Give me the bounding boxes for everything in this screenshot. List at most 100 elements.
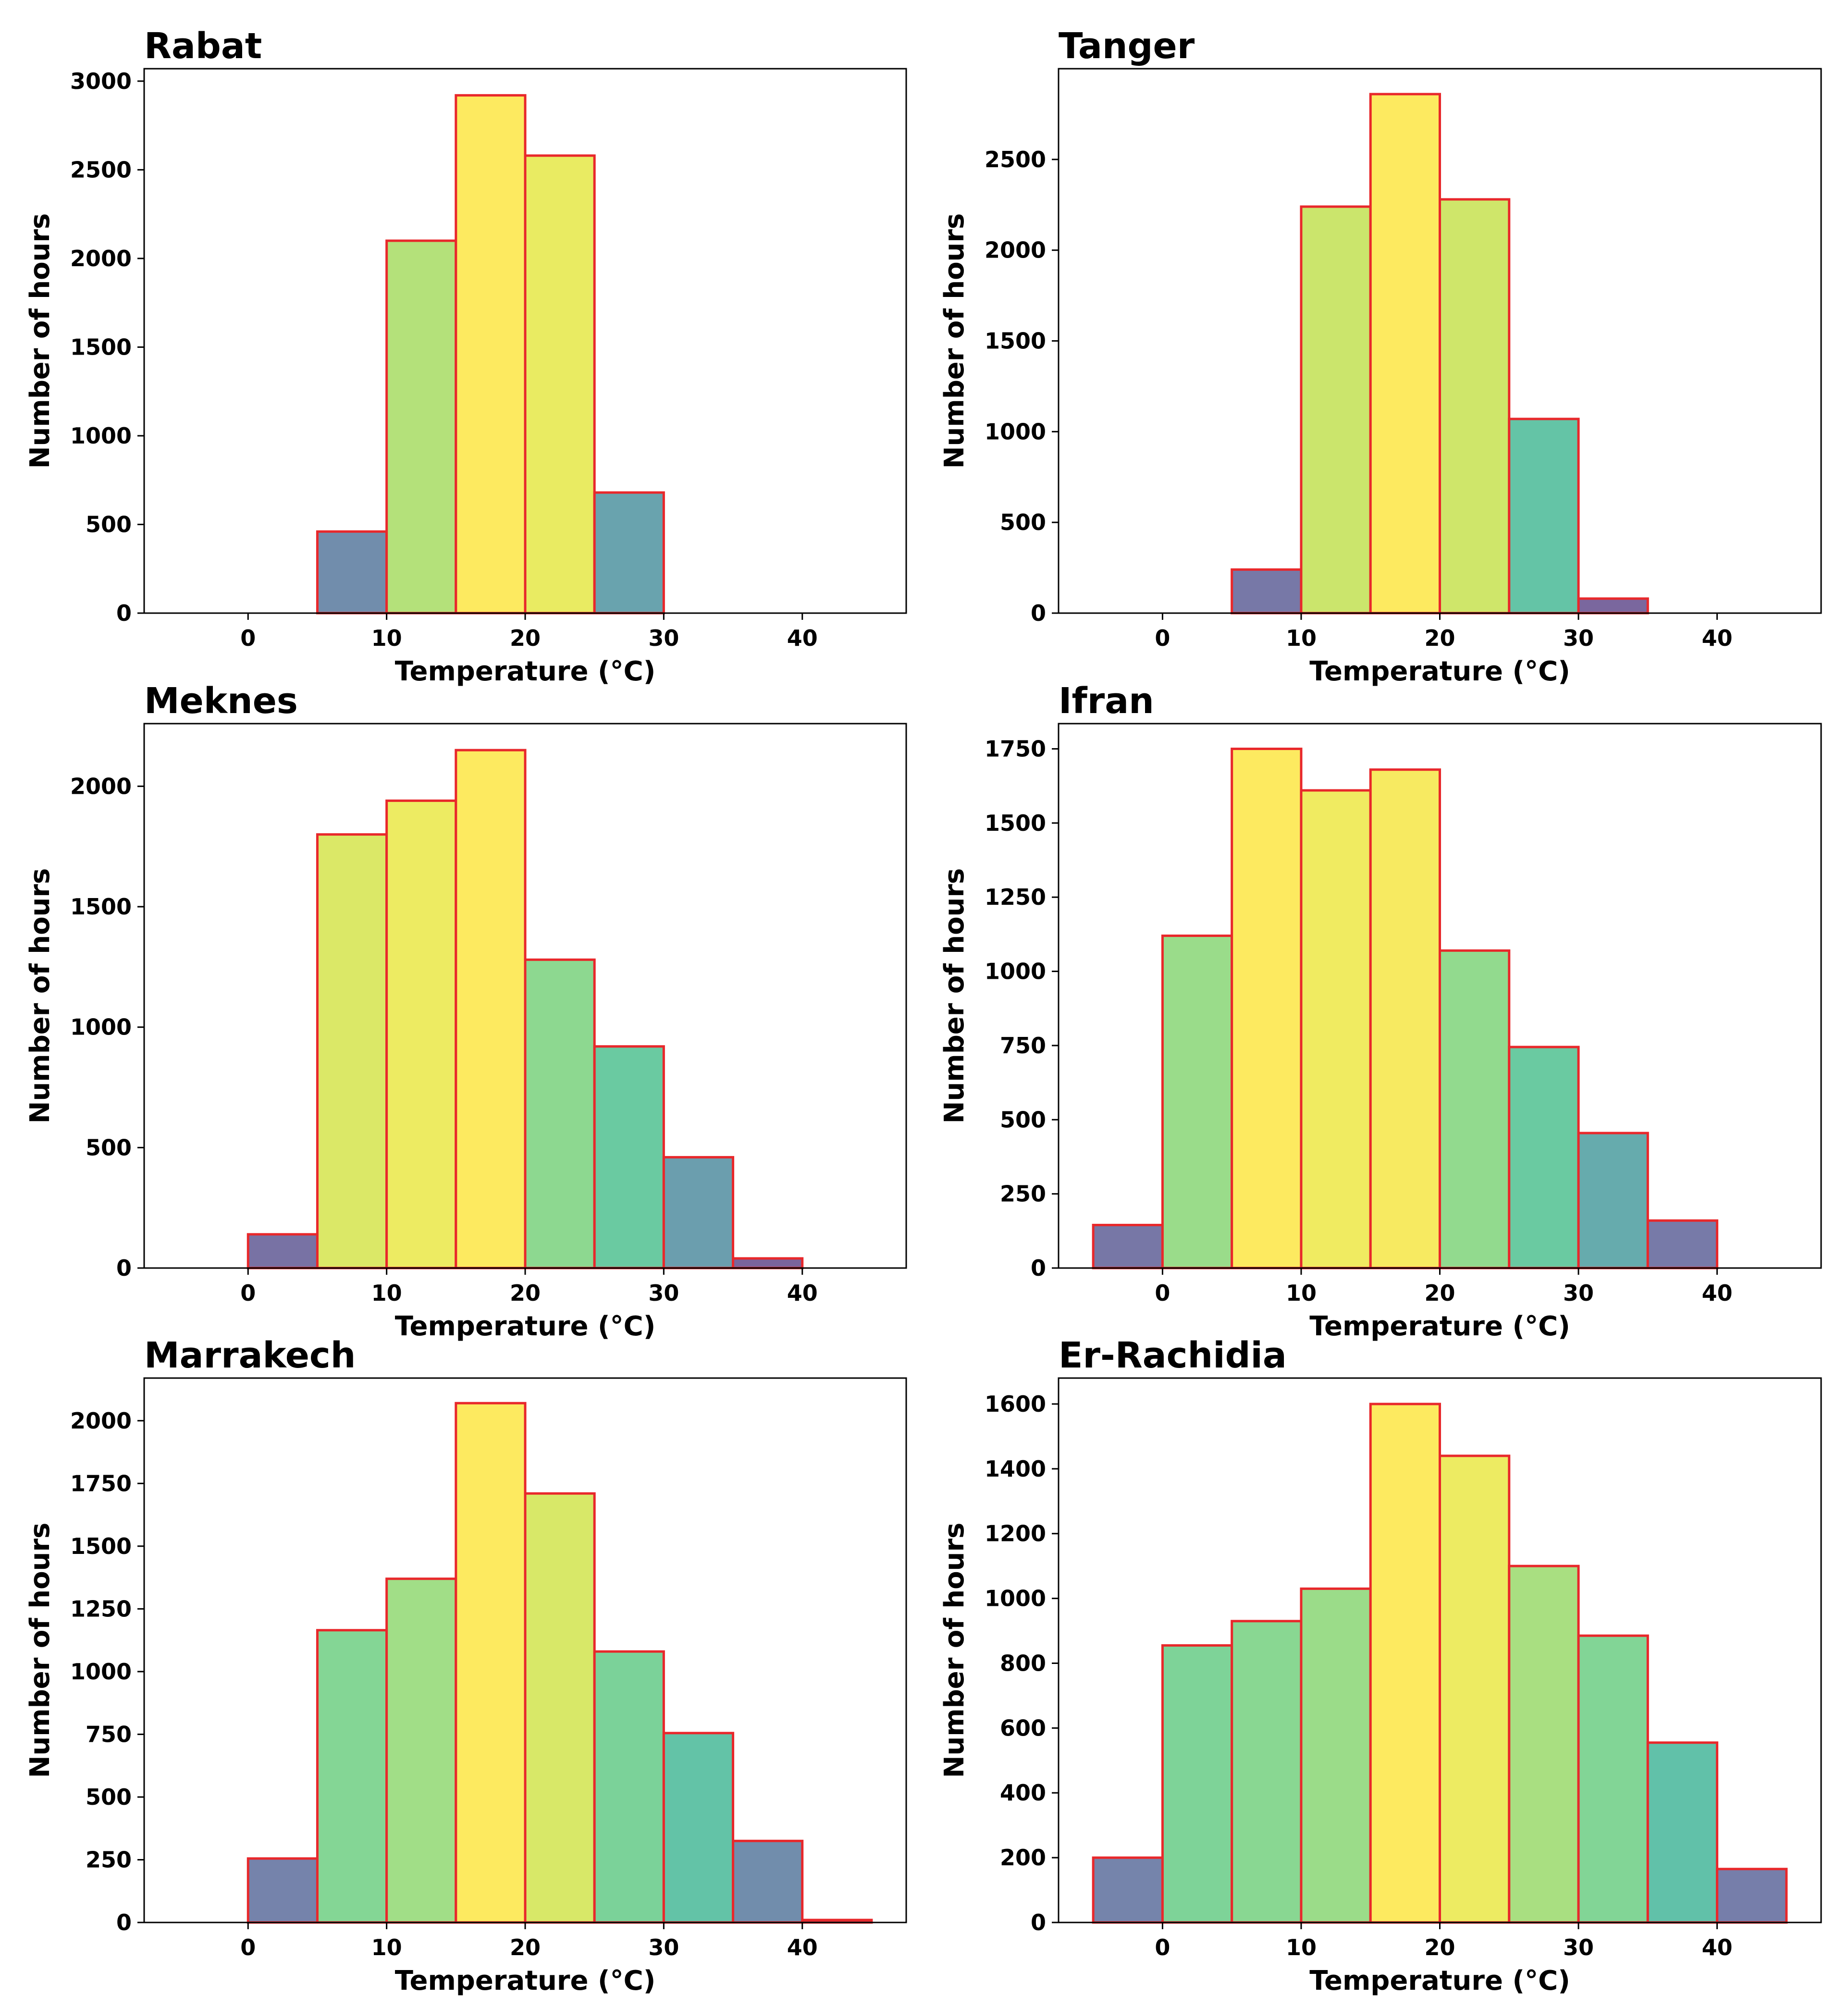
bar-10 bbox=[385, 239, 457, 615]
chart-panel-tanger: 0 10 20 30 40 0 500 1000 1500 2000 2500 Tanger Tempe… bbox=[939, 25, 1822, 687]
x-tick-label: 40 bbox=[1702, 1280, 1733, 1306]
bar-30 bbox=[1577, 597, 1649, 615]
chart-title: Meknes bbox=[144, 680, 298, 722]
bar-5 bbox=[1231, 747, 1303, 1269]
y-axis-label: Number of hours bbox=[939, 213, 970, 469]
x-tick-label: 40 bbox=[787, 1280, 818, 1306]
x-axis-label: Temperature (°C) bbox=[395, 656, 656, 687]
y-tick-label: 1400 bbox=[985, 1456, 1046, 1482]
y-tick-label: 500 bbox=[86, 511, 132, 537]
y-axis-label: Number of hours bbox=[25, 213, 56, 469]
y-tick-label: 500 bbox=[86, 1134, 132, 1160]
y-tick-label: 0 bbox=[116, 1255, 132, 1281]
x-tick-label: 40 bbox=[787, 625, 818, 651]
bar-5 bbox=[1231, 1620, 1303, 1924]
bar-25 bbox=[1508, 1565, 1580, 1924]
y-tick-label: 750 bbox=[86, 1721, 132, 1747]
y-tick-label: 750 bbox=[1000, 1033, 1046, 1059]
bar-35 bbox=[732, 1257, 804, 1269]
x-tick-label: 30 bbox=[1563, 1280, 1594, 1306]
x-axis-label: Temperature (°C) bbox=[395, 1965, 656, 1996]
x-tick-label: 0 bbox=[1155, 625, 1170, 651]
bar-0 bbox=[246, 1233, 319, 1269]
bar-25 bbox=[593, 1045, 665, 1269]
x-tick-label: 0 bbox=[240, 1280, 256, 1306]
y-tick-label: 500 bbox=[1000, 1107, 1046, 1133]
y-tick-label: 0 bbox=[1031, 1909, 1046, 1935]
x-tick-label: 20 bbox=[1424, 1280, 1455, 1306]
x-axis-label: Temperature (°C) bbox=[1309, 1965, 1570, 1996]
x-tick-label: 10 bbox=[371, 1934, 402, 1960]
x-tick-label: 30 bbox=[1563, 1934, 1594, 1960]
y-tick-label: 1000 bbox=[985, 419, 1046, 444]
x-tick-label: 20 bbox=[510, 1280, 541, 1306]
bar-15 bbox=[1369, 1403, 1441, 1924]
bar-10 bbox=[385, 1577, 457, 1924]
y-tick-label: 0 bbox=[116, 1909, 132, 1935]
y-tick-label: 2000 bbox=[985, 237, 1046, 263]
y-tick-label: 1500 bbox=[70, 1533, 132, 1559]
y-tick-label: 3000 bbox=[70, 68, 132, 94]
y-tick-label: 500 bbox=[86, 1784, 132, 1810]
x-tick-label: 0 bbox=[240, 625, 256, 651]
y-tick-label: 1000 bbox=[985, 959, 1046, 985]
x-tick-label: 10 bbox=[371, 625, 402, 651]
x-tick-label: 20 bbox=[510, 1934, 541, 1960]
x-tick-label: 20 bbox=[1424, 625, 1455, 651]
bar-15 bbox=[1369, 768, 1441, 1269]
x-tick-label: 30 bbox=[1563, 625, 1594, 651]
x-tick-label: 10 bbox=[371, 1280, 402, 1306]
bar-30 bbox=[662, 1156, 735, 1269]
y-tick-label: 1250 bbox=[985, 884, 1046, 910]
x-tick-label: 0 bbox=[1155, 1280, 1170, 1306]
bar-25 bbox=[593, 491, 665, 615]
bar-25 bbox=[1508, 418, 1580, 615]
bar--5 bbox=[1092, 1856, 1164, 1924]
y-tick-label: 2000 bbox=[70, 773, 132, 799]
chart-title: Ifran bbox=[1059, 680, 1154, 722]
chart-title: Rabat bbox=[144, 25, 262, 67]
y-tick-label: 250 bbox=[86, 1847, 132, 1872]
chart-panel-meknes: 0 10 20 30 40 0 500 1000 1500 2000 Meknes Temperatu… bbox=[25, 680, 907, 1342]
bar-35 bbox=[1646, 1741, 1719, 1924]
bar-5 bbox=[316, 1629, 388, 1924]
x-tick-label: 30 bbox=[648, 625, 679, 651]
bar-30 bbox=[1577, 1634, 1649, 1924]
bar-20 bbox=[1439, 1454, 1511, 1924]
chart-title: Er-Rachidia bbox=[1059, 1335, 1287, 1376]
y-tick-label: 1000 bbox=[70, 423, 132, 449]
y-axis-label: Number of hours bbox=[939, 868, 970, 1124]
bar-20 bbox=[524, 1492, 596, 1924]
bar-5 bbox=[316, 530, 388, 615]
bar-20 bbox=[524, 958, 596, 1269]
bar-10 bbox=[1300, 789, 1372, 1269]
x-tick-label: 40 bbox=[1702, 625, 1733, 651]
bar-35 bbox=[1646, 1219, 1719, 1269]
x-tick-label: 30 bbox=[648, 1280, 679, 1306]
bar-20 bbox=[524, 154, 596, 615]
bar-20 bbox=[1439, 198, 1511, 615]
y-tick-label: 0 bbox=[1031, 600, 1046, 626]
y-axis-label: Number of hours bbox=[25, 1523, 56, 1778]
x-tick-label: 40 bbox=[787, 1934, 818, 1960]
bar-30 bbox=[1577, 1132, 1649, 1269]
y-tick-label: 1500 bbox=[985, 328, 1046, 354]
bar-5 bbox=[316, 833, 388, 1269]
bar-10 bbox=[1300, 205, 1372, 615]
y-tick-label: 500 bbox=[1000, 509, 1046, 535]
y-tick-label: 0 bbox=[1031, 1255, 1046, 1281]
bar-25 bbox=[1508, 1046, 1580, 1269]
bar-25 bbox=[593, 1650, 665, 1924]
x-tick-label: 0 bbox=[240, 1934, 256, 1960]
y-tick-label: 1750 bbox=[70, 1470, 132, 1496]
chart-title: Tanger bbox=[1059, 25, 1195, 67]
x-tick-label: 40 bbox=[1702, 1934, 1733, 1960]
y-tick-label: 1500 bbox=[70, 334, 132, 360]
bar-0 bbox=[1161, 1644, 1233, 1924]
x-axis-label: Temperature (°C) bbox=[395, 1311, 656, 1342]
x-tick-label: 20 bbox=[1424, 1934, 1455, 1960]
y-tick-label: 2000 bbox=[70, 1408, 132, 1434]
y-tick-label: 600 bbox=[1000, 1715, 1046, 1741]
y-tick-label: 800 bbox=[1000, 1650, 1046, 1676]
bar-15 bbox=[1369, 93, 1441, 615]
